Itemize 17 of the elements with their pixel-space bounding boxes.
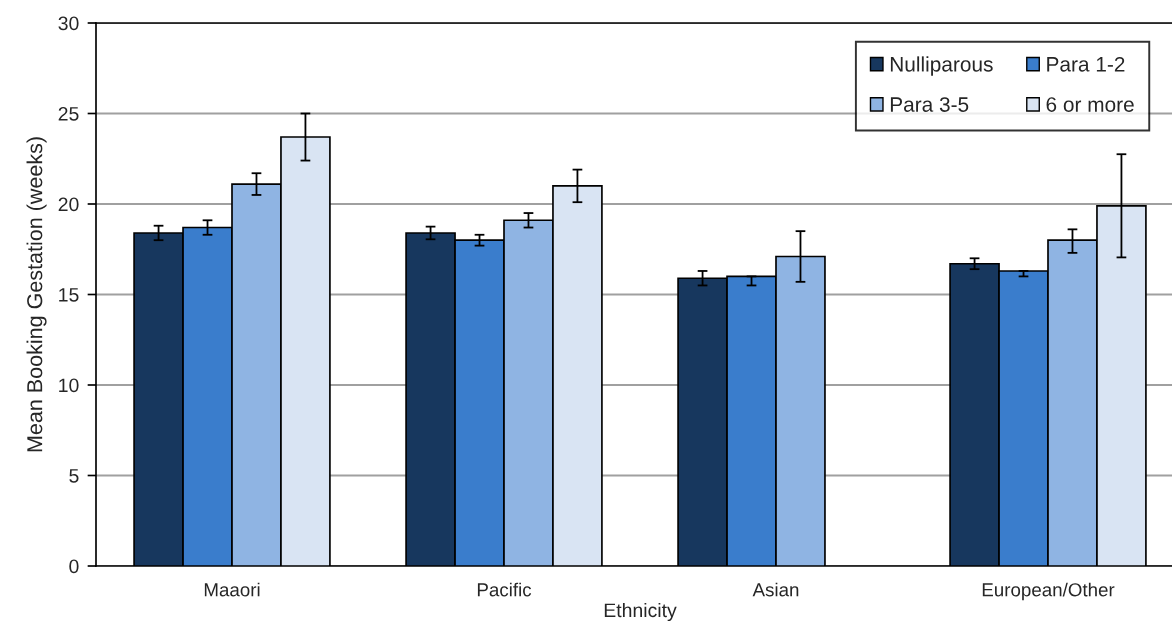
y-tick-label: 5 (69, 469, 79, 483)
y-tick-label: 10 (59, 378, 79, 393)
x-axis-title: Ethnicity (604, 602, 677, 622)
legend-label: Para 1-2 (1047, 56, 1125, 72)
y-tick-label: 15 (59, 288, 79, 302)
y-axis-title: Mean Booking Gestation (weeks) (26, 137, 47, 452)
x-tick-label: Maaori (204, 582, 260, 597)
legend-label: Para 3-5 (890, 97, 969, 112)
legend-label: Nulliparous (890, 56, 993, 76)
legend-label: 6 or more (1046, 97, 1134, 112)
y-tick-label: 0 (69, 559, 79, 574)
y-tick-label: 20 (58, 197, 79, 212)
y-tick-label: 25 (58, 106, 79, 121)
x-tick-label: European/Other (982, 582, 1115, 601)
x-tick-label: Pacific (477, 582, 532, 597)
x-tick-label: Asian (752, 582, 799, 597)
y-tick-label: 30 (58, 16, 79, 31)
